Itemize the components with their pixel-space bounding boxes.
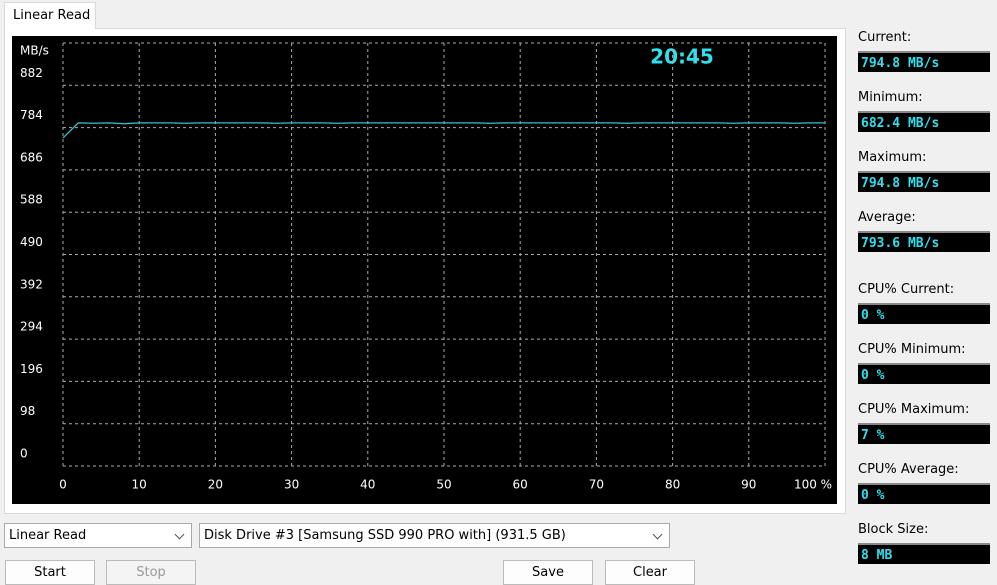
x-tick-label: 100 % — [794, 478, 832, 492]
data-line — [62, 122, 825, 139]
stat-label: CPU% Current: — [858, 282, 955, 297]
button: Stop — [106, 560, 196, 585]
mode-dropdown[interactable]: Linear Read — [4, 523, 192, 548]
stat-label: Minimum: — [858, 90, 923, 105]
stat-value: 0 % — [858, 303, 990, 324]
stat-label: CPU% Maximum: — [858, 402, 970, 417]
stat-label: CPU% Average: — [858, 462, 959, 477]
y-tick-label: 294 — [20, 320, 43, 334]
button[interactable]: Clear — [605, 560, 695, 585]
y-tick-label: 0 — [20, 447, 28, 461]
x-tick-label: 30 — [284, 478, 299, 492]
stat-label: Block Size: — [858, 522, 929, 537]
stat-value: 7 % — [858, 423, 990, 444]
y-tick-label: 392 — [20, 277, 43, 291]
stat-value: 8 MB — [858, 543, 990, 564]
y-tick-label: 882 — [20, 66, 43, 80]
stat-label: CPU% Minimum: — [858, 342, 966, 357]
x-tick-label: 20 — [208, 478, 223, 492]
stat-label: Maximum: — [858, 150, 927, 165]
x-tick-label: 60 — [513, 478, 528, 492]
timer: 20:45 — [650, 45, 714, 69]
x-tick-label: 0 — [59, 478, 67, 492]
stat-value: 793.6 MB/s — [858, 231, 990, 252]
drive-dropdown[interactable]: Disk Drive #3 [Samsung SSD 990 PRO with]… — [199, 523, 670, 548]
y-tick-label: 784 — [20, 108, 43, 122]
stat-value: 794.8 MB/s — [858, 171, 990, 192]
plot-background — [12, 36, 837, 504]
x-tick-label: 80 — [665, 478, 680, 492]
y-tick-label: 490 — [20, 235, 43, 249]
x-tick-label: 90 — [741, 478, 756, 492]
stat-label: Average: — [858, 210, 916, 225]
stat-value: 0 % — [858, 363, 990, 384]
x-tick-label: 10 — [132, 478, 147, 492]
x-tick-label: 40 — [360, 478, 375, 492]
y-axis-label: MB/s — [20, 44, 49, 58]
stat-value: 794.8 MB/s — [858, 51, 990, 72]
tab[interactable]: Linear Read — [4, 2, 96, 29]
y-tick-label: 588 — [20, 193, 43, 207]
stat-value: 0 % — [858, 483, 990, 504]
button[interactable]: Save — [503, 560, 593, 585]
y-tick-label: 686 — [20, 150, 43, 164]
y-tick-label: 98 — [20, 404, 35, 418]
stat-label: Current: — [858, 30, 912, 45]
stat-value: 682.4 MB/s — [858, 111, 990, 132]
x-tick-label: 50 — [436, 478, 451, 492]
button[interactable]: Start — [5, 560, 95, 585]
x-tick-label: 70 — [589, 478, 604, 492]
chart: MB/s 20:45 0 98 196 294 392 490 588 686 784 882 0 1… — [12, 36, 837, 504]
y-tick-label: 196 — [20, 362, 43, 376]
